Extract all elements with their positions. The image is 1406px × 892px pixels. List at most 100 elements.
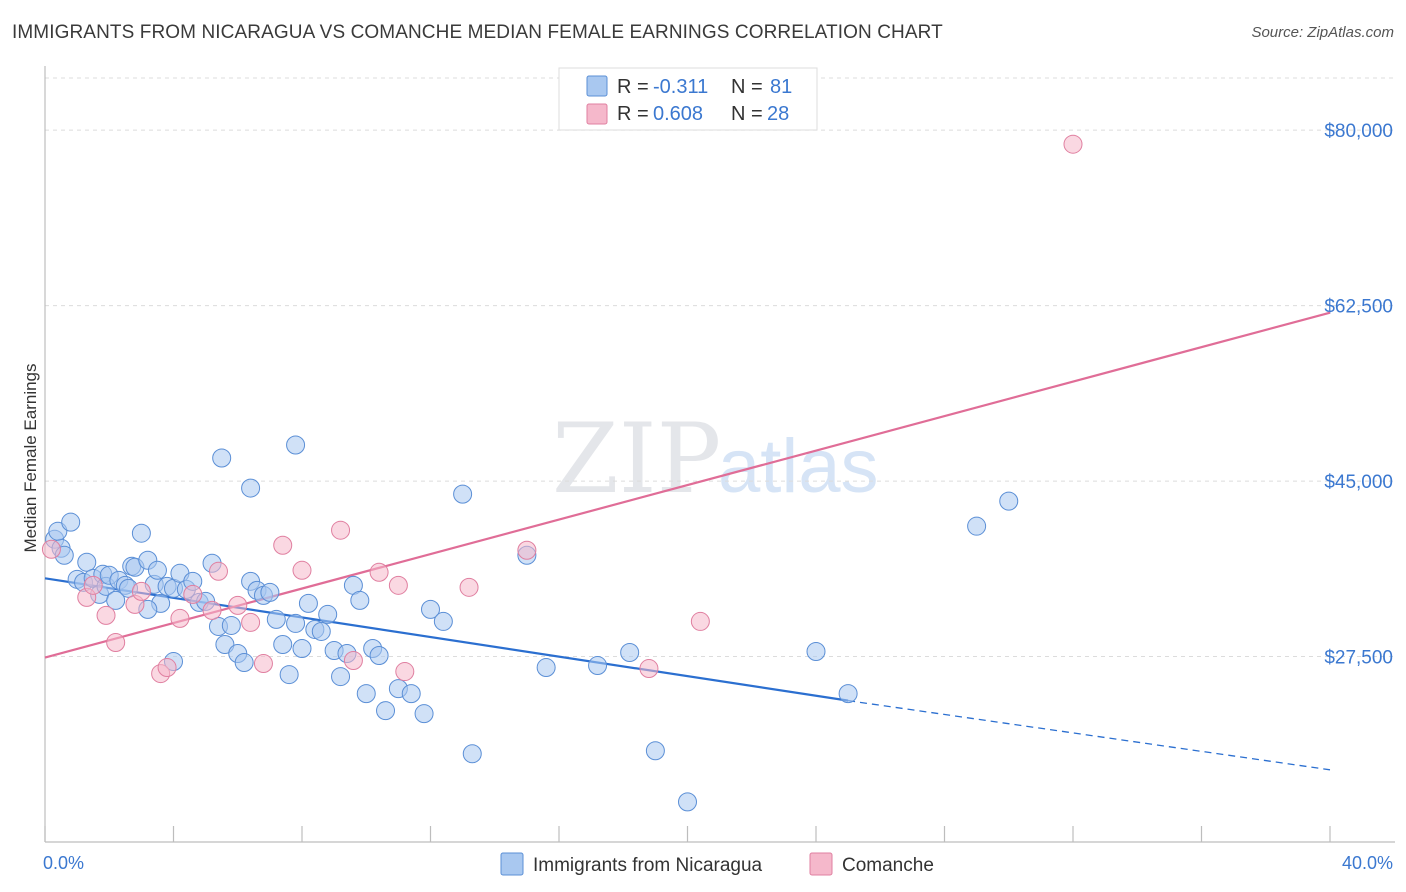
legend-r-value: 0.608 bbox=[653, 103, 703, 125]
stats-legend: R = -0.311 N = 81 R = 0.608 N = 28 bbox=[558, 67, 818, 131]
nicaragua-point bbox=[266, 609, 286, 629]
y-tick-label: $80,000 bbox=[1324, 121, 1393, 142]
nicaragua-point bbox=[369, 646, 389, 666]
comanche-point bbox=[253, 654, 273, 674]
watermark-atlas: atlas bbox=[718, 424, 879, 509]
y-tick-label: $27,500 bbox=[1324, 648, 1393, 669]
nicaragua-point bbox=[221, 615, 241, 635]
nicaragua-point bbox=[999, 491, 1019, 511]
comanche-point bbox=[292, 560, 312, 580]
x-tick-labels: 0.0% 40.0% bbox=[43, 853, 1393, 873]
nicaragua-point bbox=[106, 590, 126, 610]
series-label-nicaragua: Immigrants from Nicaragua bbox=[533, 855, 763, 876]
legend-swatch-comanche bbox=[586, 103, 608, 125]
comanche-point bbox=[690, 611, 710, 631]
legend-n-label: N = bbox=[731, 103, 763, 125]
series-label-comanche: Comanche bbox=[842, 855, 934, 876]
nicaragua-point bbox=[414, 704, 434, 724]
nicaragua-point bbox=[678, 792, 697, 812]
series-swatch-comanche bbox=[809, 852, 833, 876]
comanche-point bbox=[1063, 134, 1083, 154]
nicaragua-point bbox=[273, 634, 293, 654]
comanche-point bbox=[459, 577, 479, 597]
nicaragua-point bbox=[241, 478, 261, 498]
nicaragua-point bbox=[212, 448, 232, 468]
comanche-point bbox=[170, 608, 190, 628]
nicaragua-point bbox=[838, 684, 858, 704]
data-points bbox=[41, 134, 1083, 812]
nicaragua-point bbox=[331, 667, 351, 687]
comanche-point bbox=[83, 575, 103, 595]
nicaragua-point bbox=[620, 643, 640, 663]
watermark-zip: ZIP bbox=[552, 403, 721, 515]
comanche-point bbox=[241, 612, 261, 632]
legend-r-label: R = bbox=[617, 103, 649, 125]
comanche-point bbox=[131, 581, 151, 601]
comanche-point bbox=[639, 659, 659, 679]
comanche-point bbox=[517, 540, 537, 560]
nicaragua-trend-line bbox=[44, 577, 849, 702]
comanche-point bbox=[41, 539, 61, 559]
legend-n-label: N = bbox=[731, 76, 763, 98]
comanche-point bbox=[343, 651, 363, 671]
comanche-point bbox=[395, 662, 415, 682]
nicaragua-point bbox=[77, 552, 97, 572]
legend-r-value: -0.311 bbox=[653, 76, 708, 98]
y-tick-labels: $27,500 $45,000 $62,500 $80,000 bbox=[1324, 121, 1393, 668]
nicaragua-point bbox=[350, 590, 370, 610]
comanche-point bbox=[157, 658, 177, 678]
comanche-point bbox=[202, 600, 222, 620]
comanche-point bbox=[273, 535, 293, 555]
nicaragua-point bbox=[462, 744, 482, 764]
axes bbox=[44, 66, 1395, 843]
source-credit: Source: ZipAtlas.com bbox=[1251, 24, 1394, 41]
comanche-point bbox=[331, 520, 351, 540]
series-legend: Immigrants from Nicaragua Comanche bbox=[500, 852, 934, 876]
gridlines bbox=[45, 77, 1395, 658]
nicaragua-point bbox=[260, 582, 280, 602]
comanche-point bbox=[369, 562, 389, 582]
legend-swatch-nicaragua bbox=[586, 75, 608, 97]
x-tick-label: 40.0% bbox=[1342, 853, 1393, 873]
chart-title: IMMIGRANTS FROM NICARAGUA VS COMANCHE ME… bbox=[12, 22, 943, 43]
legend-r-label: R = bbox=[617, 76, 649, 98]
comanche-point bbox=[388, 575, 408, 595]
nicaragua-point bbox=[401, 684, 421, 704]
comanche-point bbox=[106, 632, 126, 652]
nicaragua-point bbox=[356, 684, 376, 704]
nicaragua-point bbox=[279, 665, 299, 685]
y-tick-label: $45,000 bbox=[1324, 472, 1393, 493]
comanche-point bbox=[183, 584, 203, 604]
nicaragua-point bbox=[376, 701, 396, 721]
series-swatch-nicaragua bbox=[500, 852, 524, 876]
nicaragua-point bbox=[967, 516, 987, 536]
comanche-point bbox=[96, 605, 116, 625]
legend-n-value: 81 bbox=[770, 76, 792, 98]
nicaragua-trend-extension bbox=[848, 699, 1331, 771]
nicaragua-point bbox=[286, 613, 306, 633]
y-tick-label: $62,500 bbox=[1324, 297, 1393, 318]
nicaragua-point bbox=[61, 512, 81, 532]
nicaragua-point bbox=[147, 560, 167, 580]
nicaragua-point bbox=[286, 435, 306, 455]
nicaragua-point bbox=[433, 611, 453, 631]
trend-lines bbox=[44, 311, 1331, 771]
nicaragua-point bbox=[645, 741, 665, 761]
x-tick-label: 0.0% bbox=[43, 853, 84, 873]
nicaragua-point bbox=[453, 484, 473, 504]
nicaragua-point bbox=[234, 653, 254, 673]
nicaragua-point bbox=[536, 658, 556, 678]
legend-n-value: 28 bbox=[767, 103, 789, 125]
nicaragua-point bbox=[421, 599, 440, 619]
nicaragua-point bbox=[806, 642, 826, 662]
comanche-point bbox=[228, 595, 248, 615]
nicaragua-point bbox=[588, 656, 608, 676]
y-axis-title: Median Female Earnings bbox=[21, 364, 40, 553]
nicaragua-point bbox=[131, 523, 151, 543]
nicaragua-point bbox=[298, 593, 318, 613]
nicaragua-point bbox=[318, 604, 338, 624]
comanche-point bbox=[208, 561, 228, 581]
nicaragua-point bbox=[292, 638, 312, 658]
nicaragua-point bbox=[311, 621, 331, 641]
